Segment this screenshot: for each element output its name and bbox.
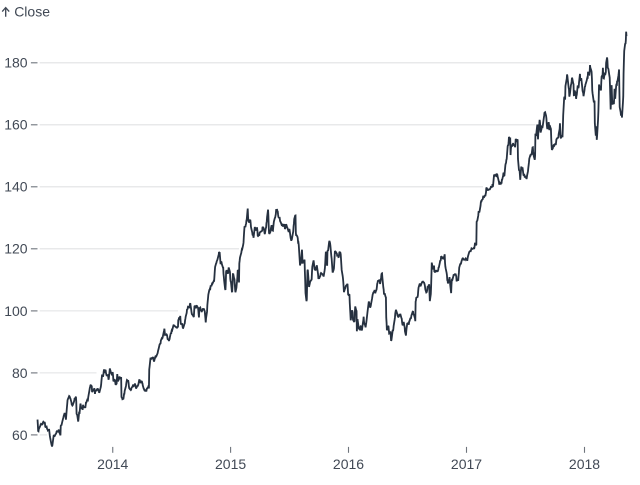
svg-text:180: 180 xyxy=(4,55,28,71)
svg-text:2018: 2018 xyxy=(569,456,600,472)
svg-text:2015: 2015 xyxy=(215,456,246,472)
svg-text:80: 80 xyxy=(12,365,28,381)
svg-text:160: 160 xyxy=(4,117,28,133)
svg-text:120: 120 xyxy=(4,241,28,257)
svg-text:2017: 2017 xyxy=(451,456,482,472)
svg-text:100: 100 xyxy=(4,303,28,319)
svg-text:140: 140 xyxy=(4,179,28,195)
svg-text:2014: 2014 xyxy=(97,456,128,472)
svg-text:60: 60 xyxy=(12,427,28,443)
svg-text:2016: 2016 xyxy=(333,456,364,472)
svg-text:Close: Close xyxy=(14,4,50,20)
